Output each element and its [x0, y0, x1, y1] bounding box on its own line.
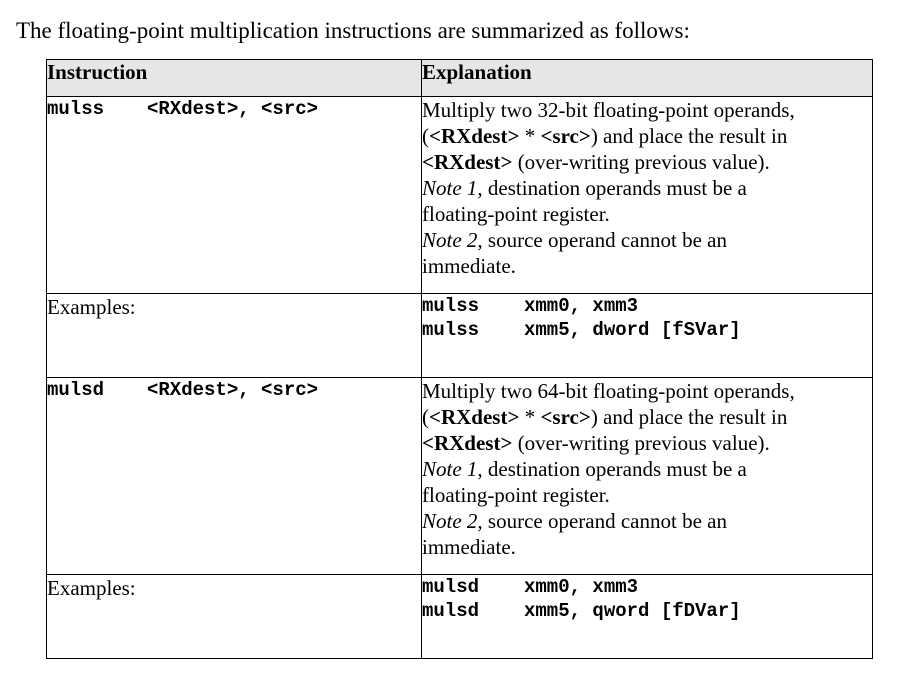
- explanation-line: (<RXdest> * <src>) and place the result …: [422, 124, 788, 148]
- explanation-line: (<RXdest> * <src>) and place the result …: [422, 405, 788, 429]
- instruction-mnemonic: mulss: [47, 98, 105, 120]
- instruction-operands: <RXdest>, <src>: [147, 98, 319, 120]
- table-row: mulss <RXdest>, <src> Multiply two 32-bit…: [46, 96, 873, 294]
- example-line: mulss xmm5, dword [fSVar]: [422, 319, 741, 341]
- note-1: Note 1, destination operands must be a: [422, 176, 747, 200]
- operand-src: <src>: [540, 124, 591, 148]
- table-header-row: Instruction Explanation: [46, 59, 873, 97]
- instruction-operands: <RXdest>, <src>: [147, 379, 319, 401]
- examples-label: Examples:: [46, 293, 422, 378]
- example-line: mulsd xmm5, qword [fDVar]: [422, 600, 741, 622]
- note-label: Note 2: [422, 228, 478, 252]
- explanation-line: floating-point register.: [422, 483, 610, 507]
- explanation-line: <RXdest> (over-writing previous value).: [422, 150, 770, 174]
- operand-dest: <RXdest>: [422, 150, 513, 174]
- instruction-table: Instruction Explanation mulss <RXdest>, <…: [46, 59, 873, 659]
- example-line: mulsd xmm0, xmm3: [422, 576, 639, 598]
- explanation-line: <RXdest> (over-writing previous value).: [422, 431, 770, 455]
- examples-cell: mulss xmm0, xmm3 mulss xmm5, dword [fSVar]: [421, 293, 873, 378]
- examples-cell: mulsd xmm0, xmm3 mulsd xmm5, qword [fDVar]: [421, 574, 873, 659]
- instruction-cell: mulss <RXdest>, <src>: [46, 96, 422, 294]
- note-label: Note 1: [422, 457, 478, 481]
- explanation-cell: Multiply two 32-bit floating-point opera…: [421, 96, 873, 294]
- explanation-line: immediate.: [422, 535, 516, 559]
- instruction-mnemonic: mulsd: [47, 379, 105, 401]
- table-row: mulsd <RXdest>, <src> Multiply two 64-bit…: [46, 377, 873, 575]
- header-explanation: Explanation: [421, 59, 873, 97]
- instruction-syntax: mulss <RXdest>, <src>: [47, 98, 318, 120]
- examples-row: Examples: mulss xmm0, xmm3 mulss xmm5, dwo…: [46, 293, 873, 378]
- explanation-line: Multiply two 32-bit floating-point opera…: [422, 98, 795, 122]
- operand-dest: <RXdest>: [429, 124, 520, 148]
- note-2: Note 2, source operand cannot be an: [422, 509, 727, 533]
- examples-row: Examples: mulsd xmm0, xmm3 mulsd xmm5, qwo…: [46, 574, 873, 659]
- operand-dest: <RXdest>: [429, 405, 520, 429]
- examples-label: Examples:: [46, 574, 422, 659]
- explanation-line: Multiply two 64-bit floating-point opera…: [422, 379, 795, 403]
- operand-dest: <RXdest>: [422, 431, 513, 455]
- explanation-line: immediate.: [422, 254, 516, 278]
- instruction-cell: mulsd <RXdest>, <src>: [46, 377, 422, 575]
- note-2: Note 2, source operand cannot be an: [422, 228, 727, 252]
- operand-src: <src>: [540, 405, 591, 429]
- note-label: Note 1: [422, 176, 478, 200]
- explanation-cell: Multiply two 64-bit floating-point opera…: [421, 377, 873, 575]
- explanation-line: floating-point register.: [422, 202, 610, 226]
- intro-text: The floating-point multiplication instru…: [16, 18, 690, 43]
- header-instruction: Instruction: [46, 59, 422, 97]
- instruction-syntax: mulsd <RXdest>, <src>: [47, 379, 318, 401]
- note-label: Note 2: [422, 509, 478, 533]
- example-line: mulss xmm0, xmm3: [422, 295, 639, 317]
- note-1: Note 1, destination operands must be a: [422, 457, 747, 481]
